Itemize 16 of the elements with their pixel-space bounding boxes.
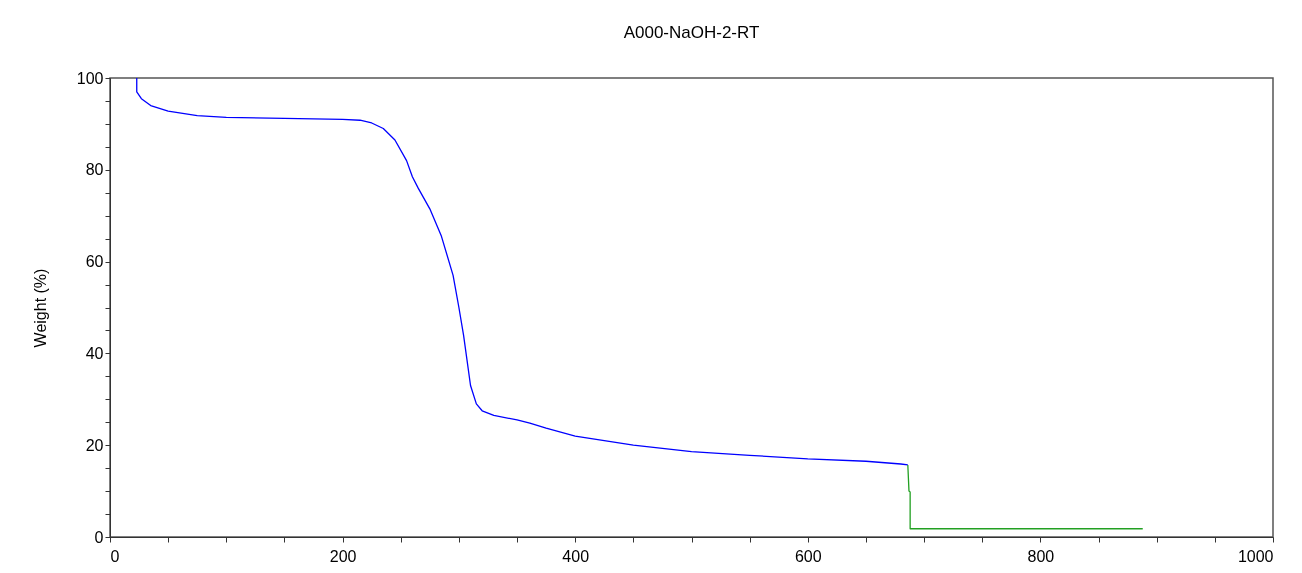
y-tick-label: 40 [85, 344, 104, 362]
y-tick-label: 60 [85, 253, 104, 271]
x-tick-label: 800 [1027, 547, 1055, 565]
y-tick-label: 100 [76, 69, 104, 87]
line-series [907, 464, 1144, 530]
x-tick-label: 1000 [1237, 547, 1274, 565]
x-tick-label: 0 [110, 547, 120, 565]
y-tick-label: 80 [85, 161, 104, 179]
line-series [136, 77, 909, 466]
x-tick-label: 400 [562, 547, 590, 565]
chart-title: A000-NaOH-2-RT [623, 23, 760, 42]
y-axis-title: Weight (%) [31, 268, 49, 348]
y-tick-label: 20 [85, 436, 104, 454]
y-tick-label: 0 [94, 528, 104, 546]
x-tick-label: 600 [794, 547, 822, 565]
x-tick-label: 200 [329, 547, 357, 565]
